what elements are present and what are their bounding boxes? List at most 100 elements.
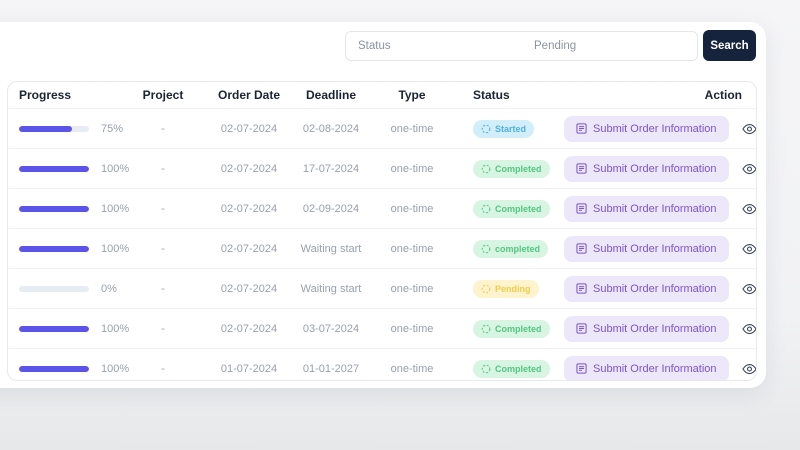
status-cell: Pending (461, 279, 564, 298)
eye-icon (742, 323, 756, 334)
deadline-cell: 02-09-2024 (302, 202, 360, 215)
status-badge: completed (473, 239, 549, 258)
view-button[interactable] (740, 281, 756, 297)
order-date-cell: 02-07-2024 (220, 242, 278, 255)
table-header-row: Progress Project Order Date Deadline Typ… (8, 82, 756, 108)
form-icon (576, 243, 587, 254)
view-button[interactable] (740, 161, 756, 177)
status-label: Completed (495, 203, 542, 214)
order-date-cell: 02-07-2024 (220, 282, 278, 295)
order-date-cell: 01-07-2024 (220, 362, 278, 375)
submit-order-button[interactable]: Submit Order Information (564, 155, 729, 182)
eye-icon (742, 163, 756, 174)
progress-bar (19, 205, 89, 212)
progress-percent: 100% (101, 242, 130, 255)
view-cell (729, 121, 756, 137)
eye-icon (742, 363, 756, 374)
header-progress: Progress (19, 88, 72, 102)
dashed-circle-icon (481, 244, 491, 253)
submit-order-button[interactable]: Submit Order Information (564, 315, 729, 342)
action-cell: Submit Order Information (564, 315, 729, 342)
view-cell (729, 241, 756, 257)
status-label: Completed (495, 363, 542, 374)
submit-order-button[interactable]: Submit Order Information (564, 115, 729, 142)
progress-cell: 100% (8, 363, 129, 375)
deadline-cell: Waiting start (300, 282, 362, 295)
progress-percent: 100% (101, 202, 130, 215)
deadline-cell: 17-07-2024 (302, 162, 360, 175)
deadline-cell: 02-08-2024 (302, 122, 360, 135)
status-cell: Completed (461, 359, 564, 378)
order-date-cell: 02-07-2024 (220, 122, 278, 135)
progress-bar (19, 325, 89, 332)
progress-percent: 0% (101, 282, 117, 295)
eye-icon (742, 283, 756, 294)
query-filter-input[interactable] (522, 31, 697, 60)
view-button[interactable] (740, 201, 756, 217)
status-label: Completed (495, 163, 542, 174)
form-icon (576, 363, 587, 374)
deadline-cell: 03-07-2024 (302, 322, 360, 335)
progress-percent: 100% (101, 162, 130, 175)
status-label: Pending (495, 283, 531, 294)
status-filter-input[interactable] (346, 31, 522, 60)
search-button[interactable]: Search (703, 30, 756, 61)
eye-icon (742, 203, 756, 214)
progress-percent: 75% (101, 122, 124, 135)
type-cell: one-time (390, 202, 434, 215)
status-badge: Completed (473, 359, 550, 378)
progress-cell: 75% (8, 123, 127, 135)
status-cell: Started (461, 119, 564, 138)
view-cell (729, 161, 756, 177)
status-cell: Completed (461, 319, 564, 338)
action-cell: Submit Order Information (564, 275, 729, 302)
table-row: 0% - 02-07-2024 Waiting start one-time P… (8, 268, 756, 308)
orders-table: Progress Project Order Date Deadline Typ… (7, 81, 757, 381)
submit-order-button[interactable]: Submit Order Information (564, 275, 729, 302)
dashed-circle-icon (481, 324, 491, 333)
progress-cell: 100% (8, 202, 130, 215)
table-row: 100% - 02-07-2024 Waiting start one-time… (8, 228, 756, 268)
progress-percent: 100% (101, 322, 130, 335)
type-cell: one-time (390, 162, 434, 175)
submit-order-button[interactable]: Submit Order Information (564, 235, 729, 262)
status-cell: Completed (461, 199, 564, 218)
type-cell: one-time (390, 242, 434, 255)
deadline-cell: 01-01-2027 (302, 362, 360, 375)
table-row: 100% - 02-07-2024 17-07-2024 one-time Co… (8, 148, 756, 188)
action-cell: Submit Order Information (564, 195, 729, 222)
view-button[interactable] (740, 361, 756, 377)
view-button[interactable] (740, 321, 756, 337)
view-button[interactable] (740, 241, 756, 257)
type-cell: one-time (390, 122, 434, 135)
submit-order-label: Submit Order Information (593, 202, 717, 215)
header-status: Status (473, 88, 510, 102)
project-cell: - (161, 322, 165, 335)
action-cell: Submit Order Information (564, 115, 729, 142)
progress-bar (19, 165, 89, 172)
order-date-cell: 02-07-2024 (220, 202, 278, 215)
project-cell: - (161, 162, 165, 175)
submit-order-button[interactable]: Submit Order Information (564, 195, 729, 222)
project-cell: - (161, 242, 165, 255)
dashed-circle-icon (481, 124, 491, 133)
submit-order-label: Submit Order Information (593, 322, 717, 335)
view-button[interactable] (740, 121, 756, 137)
table-row: 100% - 01-07-2024 01-01-2027 one-time Co… (8, 348, 756, 380)
table-row: 100% - 02-07-2024 03-07-2024 one-time Co… (8, 308, 756, 348)
view-cell (729, 361, 756, 377)
table-body: 75% - 02-07-2024 02-08-2024 one-time Sta… (8, 108, 756, 380)
form-icon (576, 203, 587, 214)
progress-bar (19, 125, 89, 132)
progress-bar (19, 285, 89, 292)
type-cell: one-time (390, 282, 434, 295)
progress-bar (19, 365, 89, 372)
dashed-circle-icon (481, 284, 491, 293)
submit-order-label: Submit Order Information (593, 282, 717, 295)
submit-order-button[interactable]: Submit Order Information (564, 355, 729, 380)
header-deadline: Deadline (305, 88, 356, 102)
progress-cell: 100% (8, 162, 130, 175)
progress-bar-fill (19, 205, 89, 212)
submit-order-label: Submit Order Information (593, 122, 717, 135)
header-project: Project (142, 88, 184, 102)
